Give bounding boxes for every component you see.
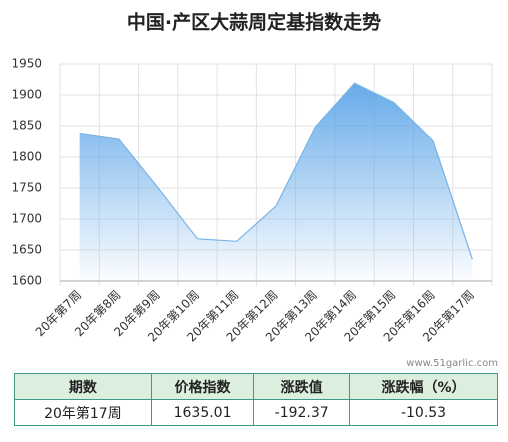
y-tick-label: 1800 [11,150,42,164]
watermark: www.51garlic.com [406,358,498,369]
table-cell: 1635.01 [150,399,255,426]
table-row: 20年第17周 1635.01 -192.37 -10.53 [14,399,498,426]
table-cell: 期数 [14,373,152,400]
chart: 中国·产区大蒜周定基指数走势 www.51garlic.com 1600 1650… [11,11,498,370]
table-cell: 价格指数 [150,373,255,400]
area-fill [79,83,473,281]
table-cell: -192.37 [253,399,351,426]
y-tick-label: 1600 [11,274,42,288]
y-tick-label: 1850 [11,119,42,133]
table-cell: 涨跌幅（%） [349,373,498,400]
summary-table: 期数 价格指数 涨跌值 涨跌幅（%） 20年第17周 1635.01 -192.37 -10.… [14,373,498,426]
table-cell: 涨跌值 [253,373,351,400]
y-tick-label: 1950 [11,57,42,71]
y-tick-label: 1750 [11,181,42,195]
chart-title: 中国·产区大蒜周定基指数走势 [127,11,381,34]
table-cell: -10.53 [349,399,498,426]
table-cell: 20年第17周 [14,399,152,426]
area-line [79,82,473,260]
table-row: 期数 价格指数 涨跌值 涨跌幅（%） [14,373,498,400]
y-tick-label: 1700 [11,212,42,226]
y-tick-label: 1900 [11,88,42,102]
y-tick-label: 1650 [11,243,42,257]
